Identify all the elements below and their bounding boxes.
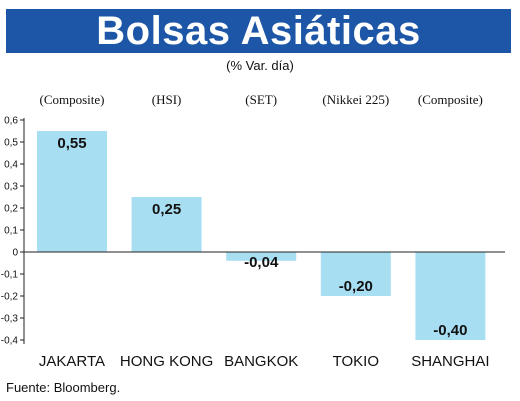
y-tick-label: -0,4	[1, 336, 19, 347]
y-tick-label: -0,1	[1, 270, 19, 281]
bar-value-label: -0,40	[433, 322, 467, 339]
y-tick-label: 0	[12, 248, 18, 259]
chart-subtitle: (% Var. día)	[226, 58, 294, 73]
index-label: (SET)	[245, 92, 277, 107]
category-label: SHANGHAI	[411, 353, 489, 370]
index-label: (Nikkei 225)	[322, 92, 389, 107]
index-label: (Composite)	[418, 92, 483, 107]
category-label: TOKIO	[333, 353, 379, 370]
category-label: BANGKOK	[224, 353, 298, 370]
y-tick-label: 0,6	[4, 116, 18, 127]
y-tick-label: 0,5	[4, 138, 18, 149]
category-label: JAKARTA	[39, 353, 105, 370]
y-tick-label: -0,2	[1, 292, 19, 303]
bar	[320, 252, 391, 296]
title-bar: Bolsas Asiáticas	[6, 9, 511, 53]
chart-title: Bolsas Asiáticas	[96, 9, 421, 53]
bar-value-label: -0,04	[244, 254, 279, 271]
y-tick-label: 0,4	[4, 160, 18, 171]
bar-value-label: -0,20	[339, 278, 373, 295]
bar	[37, 131, 107, 252]
category-label: HONG KONG	[120, 353, 213, 370]
index-label: (HSI)	[152, 92, 182, 107]
y-tick-label: 0,1	[4, 226, 18, 237]
index-label: (Composite)	[40, 92, 105, 107]
bar	[415, 252, 486, 340]
y-tick-label: 0,3	[4, 182, 18, 193]
bar	[226, 252, 297, 261]
y-tick-label: 0,2	[4, 204, 18, 215]
y-tick-label: -0,3	[1, 314, 19, 325]
bar-value-label: 0,25	[152, 201, 181, 218]
bar	[131, 197, 202, 252]
source-note: Fuente: Bloomberg.	[6, 380, 121, 395]
bar-value-label: 0,55	[57, 135, 86, 152]
